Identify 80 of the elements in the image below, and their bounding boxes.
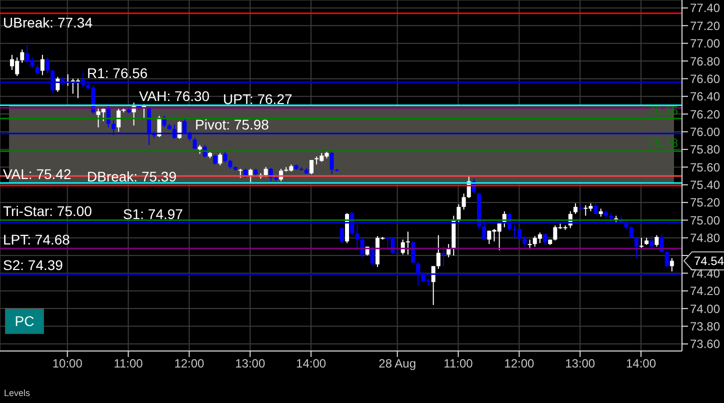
x-tick-label: 14:00 xyxy=(296,356,326,371)
x-tick-label: 12:00 xyxy=(504,356,535,371)
candlestick xyxy=(482,220,486,240)
candlestick xyxy=(20,49,24,64)
y-tick-label: 76.60 xyxy=(690,72,720,86)
y-tick-label: 73.80 xyxy=(690,320,720,334)
candlestick xyxy=(594,202,598,216)
text: Levels xyxy=(4,388,30,398)
text: 74.54 xyxy=(694,254,724,268)
y-tick-label: 75.20 xyxy=(690,196,720,210)
y-tick-label: 75.60 xyxy=(690,160,720,174)
x-tick-label: 14:00 xyxy=(626,356,656,371)
candlestick xyxy=(416,261,420,286)
candlestick xyxy=(223,150,228,164)
candlestick xyxy=(370,246,374,266)
candlestick xyxy=(340,226,344,244)
candlestick xyxy=(654,234,659,248)
candlestick xyxy=(639,237,644,249)
x-tick-label: 12:00 xyxy=(174,356,205,371)
candlestick xyxy=(456,204,461,224)
x-tick-label: 10:00 xyxy=(52,356,83,371)
y-tick-label: 74.20 xyxy=(690,284,720,298)
y-tick-label: 74.00 xyxy=(690,302,720,316)
ref-line-label: R1: 76.56 xyxy=(87,65,148,82)
candlestick xyxy=(178,120,182,140)
ref-line-label: S1: 74.97 xyxy=(123,206,184,222)
x-tick-label: 13:00 xyxy=(565,356,596,371)
candlestick xyxy=(360,237,364,258)
candlestick xyxy=(528,239,532,250)
candlestick xyxy=(573,202,578,214)
ref-line-label: LPT: 74.68 xyxy=(3,231,70,248)
candlestick xyxy=(650,236,654,248)
ref-line-label: UPT: 76.27 xyxy=(223,90,292,107)
y-tick-label: 76.80 xyxy=(690,54,720,68)
candlestick xyxy=(355,224,360,249)
y-tick-label: 76.20 xyxy=(690,107,720,122)
candlestick xyxy=(543,232,548,246)
candlestick xyxy=(431,266,436,306)
candlestick xyxy=(670,258,674,272)
ref-line-label: VAH: 76.30 xyxy=(139,88,210,104)
ref-line-label: Tri-Star: 75.00 xyxy=(3,203,92,220)
candlestick xyxy=(310,160,314,175)
y-tick-label: 77.40 xyxy=(690,1,720,16)
candlestick xyxy=(116,108,121,132)
y-tick-label: 77.20 xyxy=(690,18,720,33)
candlestick xyxy=(50,69,55,94)
pc-button: PC xyxy=(5,308,44,334)
x-tick-label: 11:00 xyxy=(444,356,474,371)
x-tick-label: 28 Aug xyxy=(378,356,416,371)
x-tick-label: 11:00 xyxy=(114,356,144,371)
candlestick xyxy=(629,226,634,240)
candlestick xyxy=(46,56,50,74)
x-tick-label: 13:00 xyxy=(235,356,266,371)
y-tick-label: 74.80 xyxy=(690,231,720,246)
candlestick xyxy=(522,236,527,248)
ref-line-label: S2: 74.39 xyxy=(3,257,64,274)
candlestick xyxy=(462,193,466,210)
y-tick-label: 75.00 xyxy=(690,213,720,228)
candlestick xyxy=(35,64,40,76)
candlestick xyxy=(411,240,416,264)
candlestick xyxy=(192,137,197,150)
candlestick xyxy=(634,236,638,259)
candlestick xyxy=(406,231,410,256)
candlestick xyxy=(264,166,268,178)
ref-line-label: Pivot: 75.98 xyxy=(195,116,270,133)
y-tick-label: 76.00 xyxy=(690,124,720,139)
candlestick xyxy=(218,152,222,166)
y-tick-label: 76.40 xyxy=(690,90,720,104)
y-tick-label: 77.00 xyxy=(690,36,720,51)
candlestick xyxy=(436,234,440,270)
y-tick-label: 75.80 xyxy=(690,142,720,157)
candlestick xyxy=(213,154,218,165)
candlestick xyxy=(40,54,44,76)
candlestick xyxy=(330,150,334,175)
candlestick xyxy=(660,234,664,254)
candlestick xyxy=(112,120,116,136)
y-tick-label: 75.40 xyxy=(690,178,720,192)
y-tick-label: 73.60 xyxy=(690,337,720,352)
candlestick xyxy=(664,250,669,268)
ref-line-label: UBreak: 77.34 xyxy=(3,14,93,30)
